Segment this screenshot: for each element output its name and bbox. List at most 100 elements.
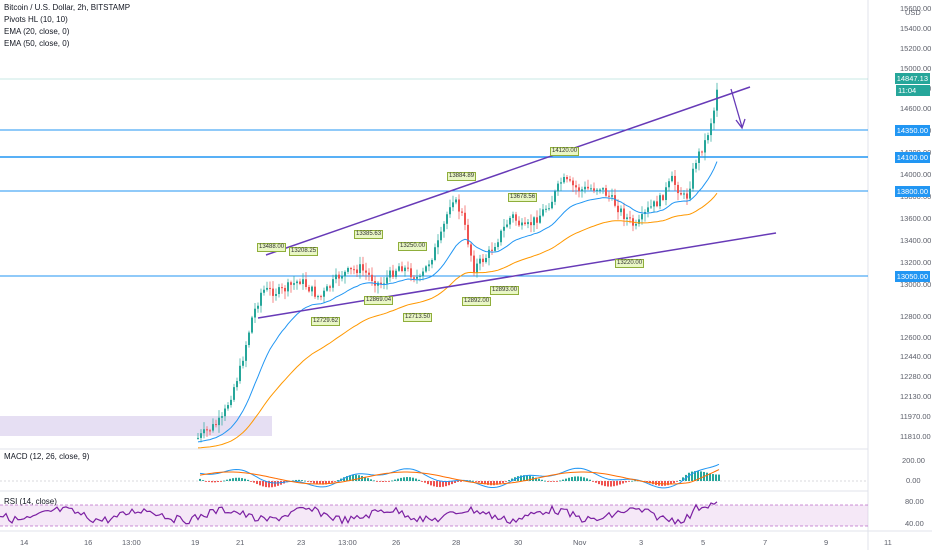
candle-body <box>557 183 559 192</box>
macd-bar <box>499 481 501 485</box>
macd-bar <box>313 481 315 484</box>
candle-body <box>716 89 718 111</box>
macd-bar <box>484 481 486 485</box>
macd-bar <box>556 481 558 482</box>
macd-bar <box>220 481 222 482</box>
candle-body <box>470 244 472 256</box>
candle-body <box>599 189 601 191</box>
candle-body <box>584 186 586 190</box>
macd-bar <box>199 478 201 481</box>
candle-body <box>605 188 607 196</box>
candle-body <box>413 277 415 279</box>
macd-bar <box>682 477 684 481</box>
macd-bar <box>430 481 432 486</box>
level-tag-14100: 14100.00 <box>894 152 930 163</box>
pivot-label: 13220.00 <box>615 259 645 268</box>
channel-upper-line[interactable] <box>265 86 751 256</box>
candle-body <box>371 274 373 282</box>
candle-body <box>449 207 451 215</box>
candle-body <box>437 240 439 248</box>
indicator-pivots[interactable]: Pivots HL (10, 10) <box>4 15 68 24</box>
candle-body <box>596 189 598 191</box>
macd-bar <box>490 481 492 486</box>
candle-body <box>482 258 484 263</box>
candle-body <box>614 195 616 206</box>
candle-body <box>617 205 619 213</box>
candle-body <box>647 207 649 212</box>
macd-bar <box>238 477 240 481</box>
macd-bar <box>562 479 564 481</box>
candle-body <box>620 208 622 213</box>
macd-bar <box>529 475 531 481</box>
candle-body <box>548 208 550 210</box>
candle-body <box>458 199 460 212</box>
candle-body <box>284 287 286 292</box>
indicator-ema50[interactable]: EMA (50, close, 0) <box>4 39 70 48</box>
macd-bar <box>265 481 267 488</box>
down-arrow[interactable] <box>730 88 746 130</box>
symbol-title[interactable]: Bitcoin / U.S. Dollar, 2h, BITSTAMP <box>4 3 131 12</box>
macd-bar <box>457 481 459 482</box>
macd-bar <box>325 481 327 485</box>
candle-body <box>629 217 631 219</box>
rsi-line <box>0 501 718 526</box>
candle-body <box>518 220 520 226</box>
macd-histogram <box>199 471 720 488</box>
candle-body <box>545 208 547 210</box>
candle-body <box>539 215 541 223</box>
candle-body <box>410 268 412 278</box>
candle-body <box>611 195 613 197</box>
macd-bar <box>667 481 669 486</box>
macd-bar <box>277 481 279 486</box>
candle-body <box>269 287 271 289</box>
macd-bar <box>679 480 681 481</box>
level-tag-13050: 13050.00 <box>894 271 930 282</box>
time-tick: 14 <box>20 538 29 547</box>
indicator-ema20[interactable]: EMA (20, close, 0) <box>4 27 70 36</box>
macd-bar <box>616 481 618 486</box>
macd-bar <box>694 471 696 481</box>
macd-bar <box>301 480 303 481</box>
candle-body <box>218 417 220 426</box>
channel-lower-line[interactable] <box>257 232 777 319</box>
rsi-legend[interactable]: RSI (14, close) <box>4 497 57 506</box>
candle-body <box>698 151 700 163</box>
candle-body <box>440 231 442 241</box>
candle-body <box>650 206 652 208</box>
pivot-label: 12713.50 <box>403 313 433 322</box>
macd-bar <box>595 481 597 483</box>
candle-body <box>248 332 250 346</box>
macd-bar <box>397 478 399 481</box>
pivot-label: 13678.56 <box>508 193 538 202</box>
macd-bar <box>670 481 672 485</box>
candle-body <box>551 201 553 209</box>
pivot-label: 12869.04 <box>364 296 394 305</box>
candle-body <box>587 186 589 189</box>
macd-bar <box>472 480 474 482</box>
macd-bar <box>418 479 420 481</box>
macd-bar <box>535 477 537 481</box>
candle-body <box>212 424 214 431</box>
candle-body <box>566 177 568 180</box>
rsi-tick-40: 40.00 <box>905 519 924 528</box>
candle-body <box>323 290 325 297</box>
candle-body <box>506 224 508 227</box>
macd-legend[interactable]: MACD (12, 26, close, 9) <box>4 452 90 461</box>
candle-body <box>578 187 580 192</box>
candle-body <box>683 193 685 195</box>
macd-bar <box>355 474 357 481</box>
macd-bar <box>550 481 552 482</box>
macd-bar <box>250 481 252 482</box>
macd-bar <box>373 480 375 482</box>
macd-bar <box>304 480 306 482</box>
candle-body <box>707 135 709 141</box>
macd-bar <box>598 481 600 485</box>
time-tick: Nov <box>573 538 587 547</box>
macd-bar <box>388 481 390 482</box>
candle-body <box>404 267 406 272</box>
macd-bar <box>412 477 414 481</box>
macd-bar <box>310 481 312 483</box>
macd-bar <box>322 481 324 485</box>
candle-body <box>515 214 517 221</box>
